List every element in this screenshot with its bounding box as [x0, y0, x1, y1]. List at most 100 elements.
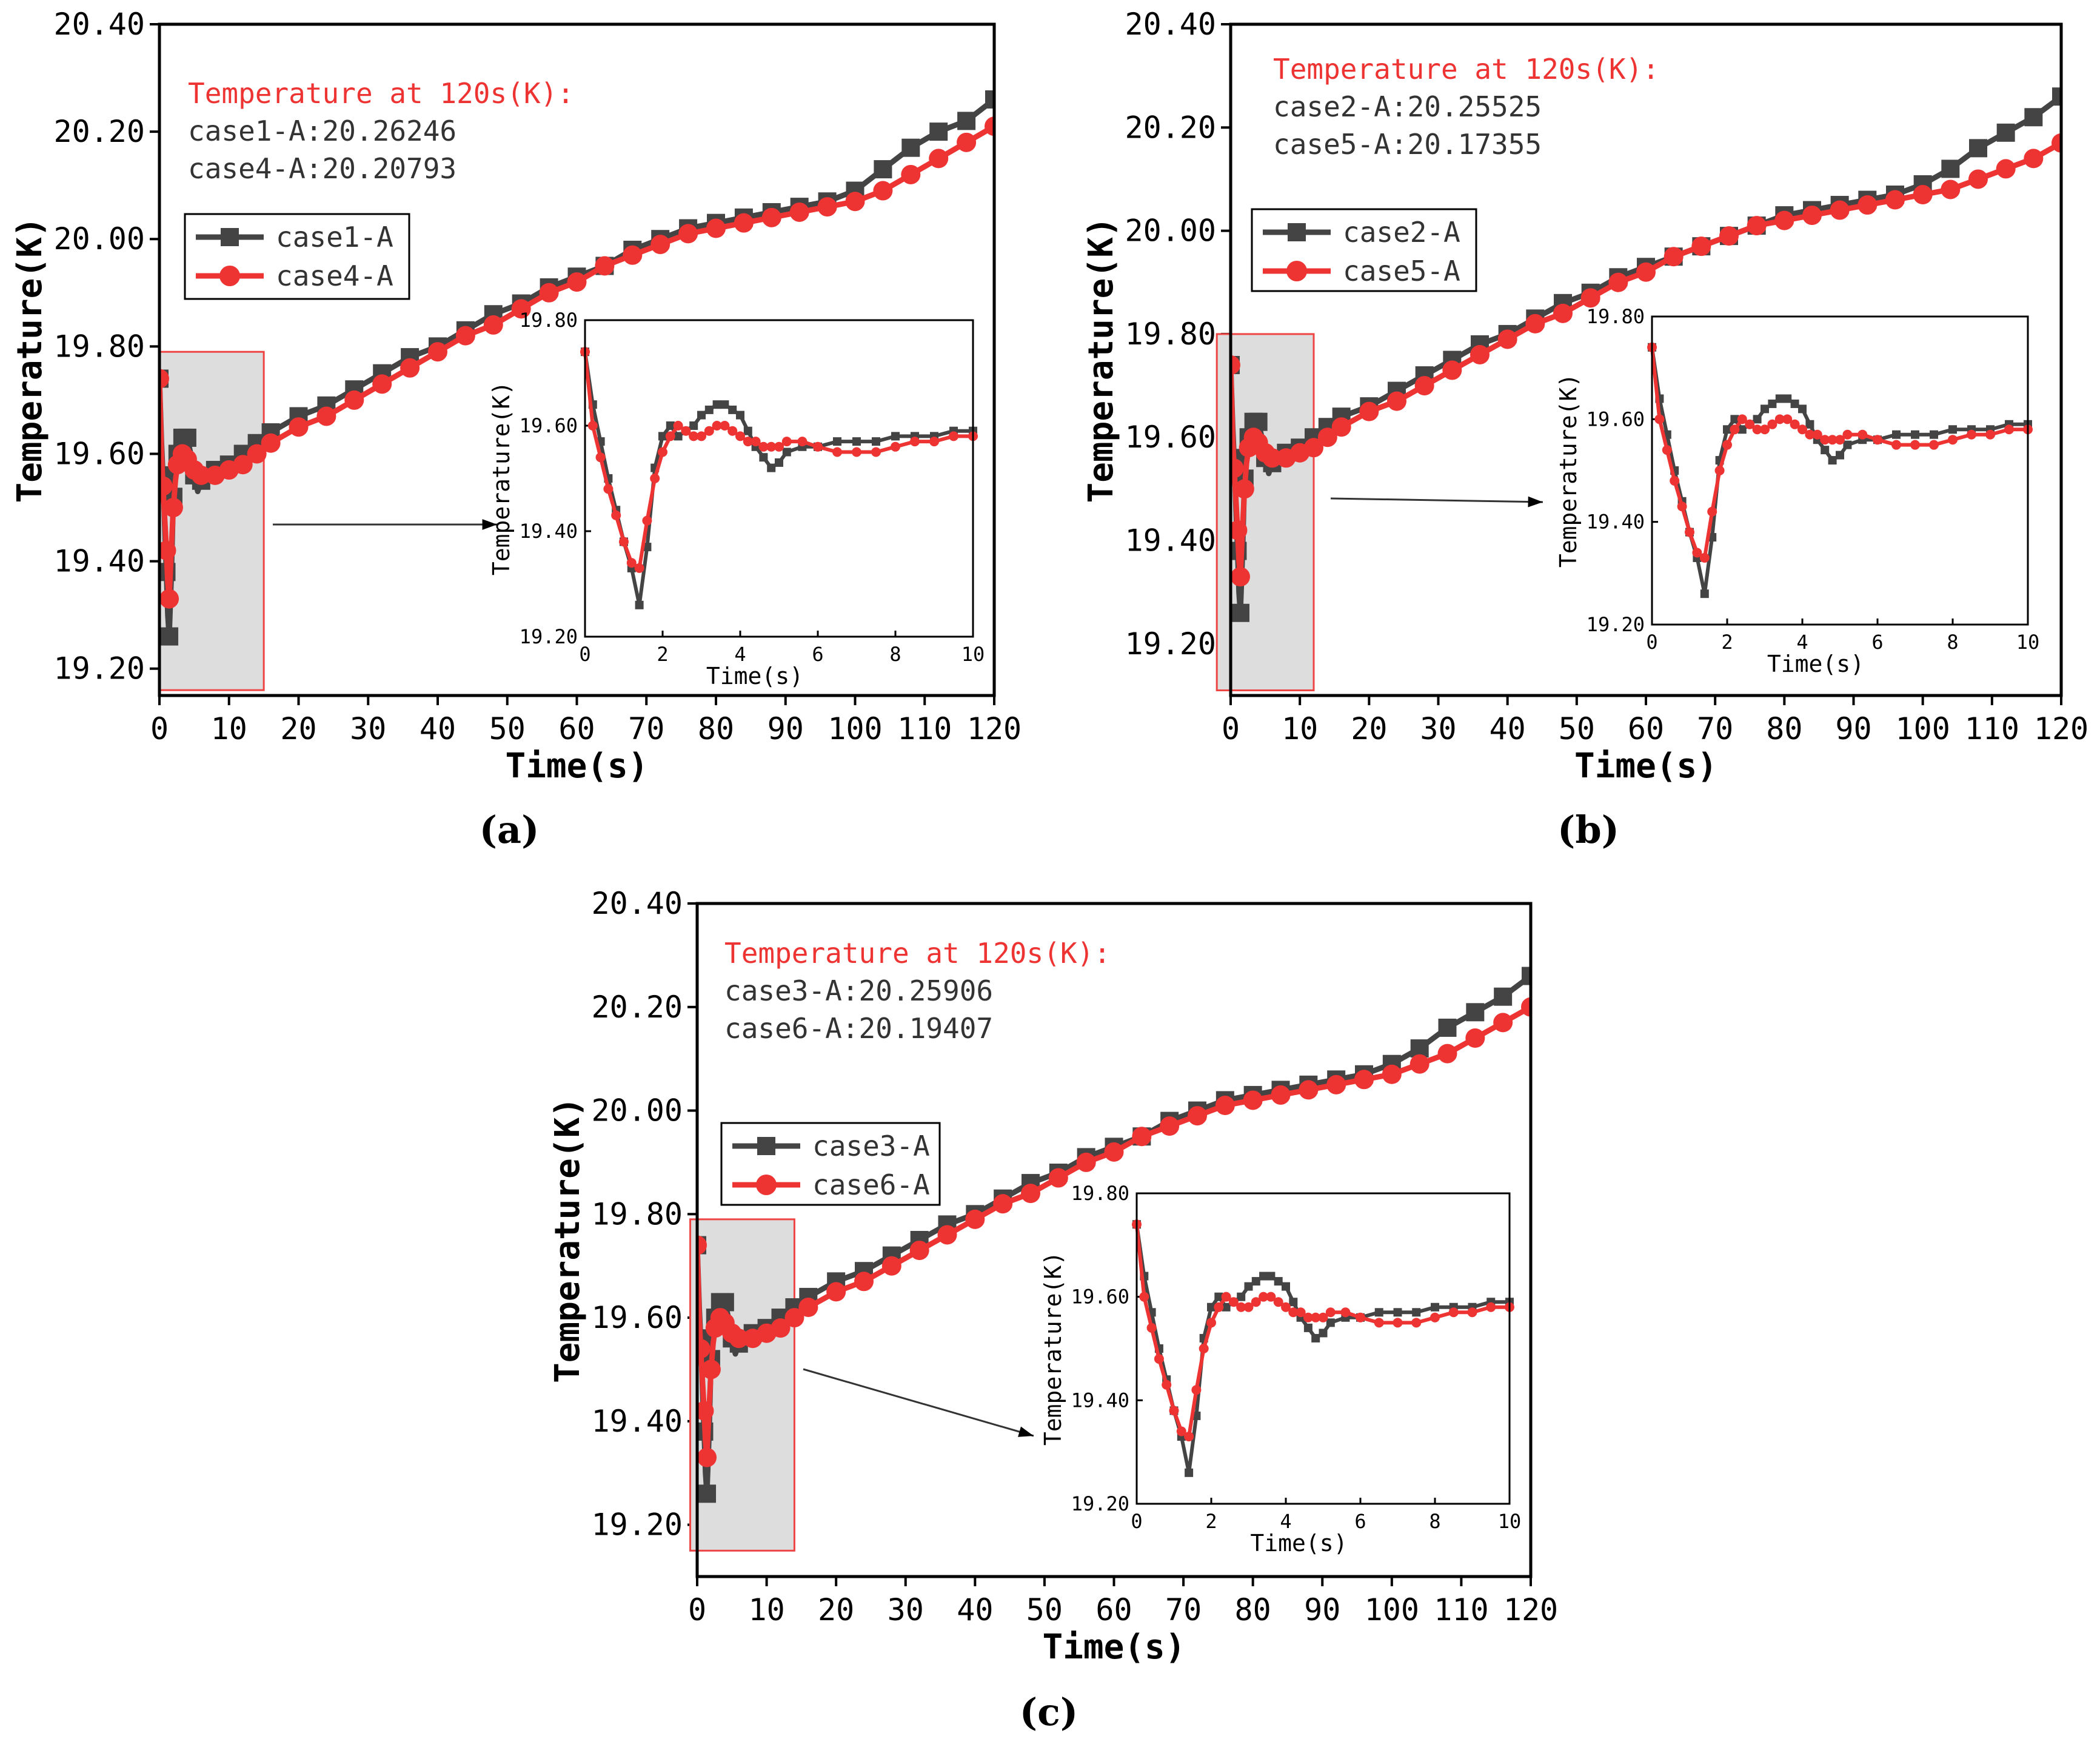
- x-tick-label: 20: [1351, 711, 1387, 746]
- inset-marker-case3-A: [1266, 1272, 1276, 1281]
- inset-marker-case3-A: [1274, 1277, 1283, 1286]
- inset-marker-case6-A: [1288, 1307, 1299, 1318]
- zoom-arrowhead: [1528, 496, 1543, 508]
- marker-case6-A: [1299, 1080, 1319, 1100]
- marker-case6-A: [1521, 997, 1531, 1017]
- legend-marker: [757, 1137, 775, 1155]
- inset-marker-case3-A: [1431, 1302, 1439, 1312]
- marker-case5-A: [1359, 401, 1379, 421]
- marker-case6-A: [1076, 1152, 1096, 1172]
- inset-marker-case5-A: [1790, 419, 1800, 429]
- marker-case4-A: [428, 342, 447, 362]
- inset-y-axis-title: Temperature(K): [1555, 374, 1582, 568]
- inset-marker-case4-A: [929, 437, 939, 447]
- inset-marker-case5-A: [1805, 429, 1815, 440]
- marker-case4-A: [511, 299, 531, 319]
- y-tick-label: 20.20: [53, 114, 145, 149]
- inset-x-tick-label: 2: [1721, 631, 1733, 654]
- series-line-case5-A: [1231, 140, 2061, 580]
- inset-marker-case1-A: [697, 411, 706, 420]
- inset-marker-case6-A: [1176, 1426, 1186, 1436]
- legend-label: case3-A: [812, 1130, 930, 1162]
- inset-marker-case2-A: [1753, 415, 1762, 424]
- inset-marker-case6-A: [1325, 1307, 1336, 1318]
- marker-case5-A: [1996, 159, 2016, 179]
- inset-marker-case2-A: [1761, 404, 1769, 414]
- marker-case4-A: [845, 192, 865, 212]
- x-tick-label: 40: [420, 711, 456, 746]
- inset-marker-case5-A: [1985, 429, 1995, 440]
- inset-1: 0 2 4 6 8 10 19.20 19.40 19.60 19.80 Time(s) Temper…: [1555, 305, 2039, 677]
- inset-marker-case6-A: [1318, 1312, 1328, 1322]
- inset-y-axis-title: Temperature(K): [488, 381, 515, 575]
- inset-marker-case5-A: [1873, 435, 1882, 445]
- series-group: [1231, 87, 2061, 622]
- series-line-case6-A: [697, 1004, 1531, 1461]
- inset-marker-case4-A: [949, 431, 958, 441]
- marker-case6-A: [1354, 1070, 1374, 1090]
- x-tick-label: 60: [558, 711, 595, 746]
- x-tick-label: 100: [828, 711, 882, 746]
- inset-marker-case1-A: [759, 453, 768, 462]
- inset-x-tick-label: 0: [579, 643, 590, 666]
- marker-case6-A: [993, 1194, 1013, 1214]
- annotation-title: Temperature at 120s(K):: [1273, 53, 1659, 85]
- marker-case4-A: [985, 116, 994, 136]
- y-tick-label: 20.20: [591, 990, 683, 1025]
- inset-marker-case3-A: [1259, 1272, 1268, 1281]
- inset-marker-case6-A: [1184, 1432, 1194, 1442]
- inset-0: 0 2 4 6 8 10 19.20 19.40 19.60 19.80 Time(s) Temper…: [488, 309, 985, 689]
- y-tick-label: 20.40: [53, 7, 145, 42]
- marker-case4-A: [623, 245, 643, 265]
- inset-marker-case5-A: [1827, 435, 1837, 445]
- inset-marker-case5-A: [1774, 414, 1785, 424]
- x-tick-label: 70: [628, 711, 664, 746]
- marker-case1-A: [929, 122, 948, 141]
- annotation-line: case6-A:20.19407: [724, 1012, 993, 1045]
- annotation-line: case1-A:20.26246: [188, 115, 456, 147]
- inset-marker-case3-A: [1412, 1308, 1421, 1317]
- inset-marker-case6-A: [1228, 1297, 1239, 1307]
- marker-case4-A: [817, 197, 837, 217]
- marker-case6-A: [826, 1282, 846, 1302]
- x-tick-label: 80: [698, 711, 734, 746]
- inset-marker-case4-A: [689, 431, 699, 441]
- inset-marker-case5-A: [1767, 419, 1777, 429]
- inset-marker-case4-A: [781, 437, 792, 447]
- y-tick-label: 19.20: [591, 1507, 683, 1543]
- inset-marker-case2-A: [1805, 420, 1814, 429]
- inset-marker-case5-A: [1692, 548, 1702, 558]
- marker-case5-A: [1774, 210, 1794, 230]
- y-tick-label: 19.40: [53, 544, 145, 579]
- marker-case6-A: [909, 1241, 929, 1261]
- x-tick-label: 110: [897, 711, 952, 746]
- marker-case2-A: [1231, 603, 1249, 622]
- marker-case5-A: [2052, 133, 2061, 153]
- inset-2: 0 2 4 6 8 10 19.20 19.40 19.60 19.80 Time(s) Temper…: [1040, 1182, 1521, 1557]
- legend-label: case4-A: [276, 260, 393, 292]
- inset-marker-case6-A: [1162, 1379, 1172, 1390]
- x-tick-label: 70: [1165, 1592, 1202, 1627]
- inset-marker-case5-A: [1842, 429, 1853, 440]
- marker-case5-A: [1442, 360, 1462, 380]
- x-tick-label: 90: [767, 711, 804, 746]
- inset-marker-case5-A: [1812, 429, 1822, 440]
- zoom-arrow: [1330, 497, 1543, 503]
- inset-bg: [1137, 1193, 1510, 1504]
- x-tick-label: 10: [748, 1592, 784, 1627]
- x-tick-label: 50: [489, 711, 526, 746]
- inset-marker-case3-A: [1393, 1308, 1402, 1317]
- x-tick-label: 120: [1503, 1592, 1558, 1627]
- x-tick-label: 0: [688, 1592, 706, 1627]
- x-tick-label: 20: [280, 711, 316, 746]
- marker-case6-A: [697, 1339, 711, 1359]
- inset-y-tick-label: 19.40: [1071, 1389, 1129, 1412]
- inset-marker-case2-A: [1828, 456, 1837, 465]
- x-axis-title: Time(s): [505, 746, 648, 786]
- marker-case4-A: [163, 498, 183, 518]
- marker-case5-A: [1387, 391, 1406, 411]
- inset-marker-case6-A: [1169, 1406, 1179, 1416]
- marker-case5-A: [1497, 329, 1517, 349]
- inset-y-tick-label: 19.20: [1587, 613, 1645, 636]
- inset-marker-case4-A: [611, 510, 621, 520]
